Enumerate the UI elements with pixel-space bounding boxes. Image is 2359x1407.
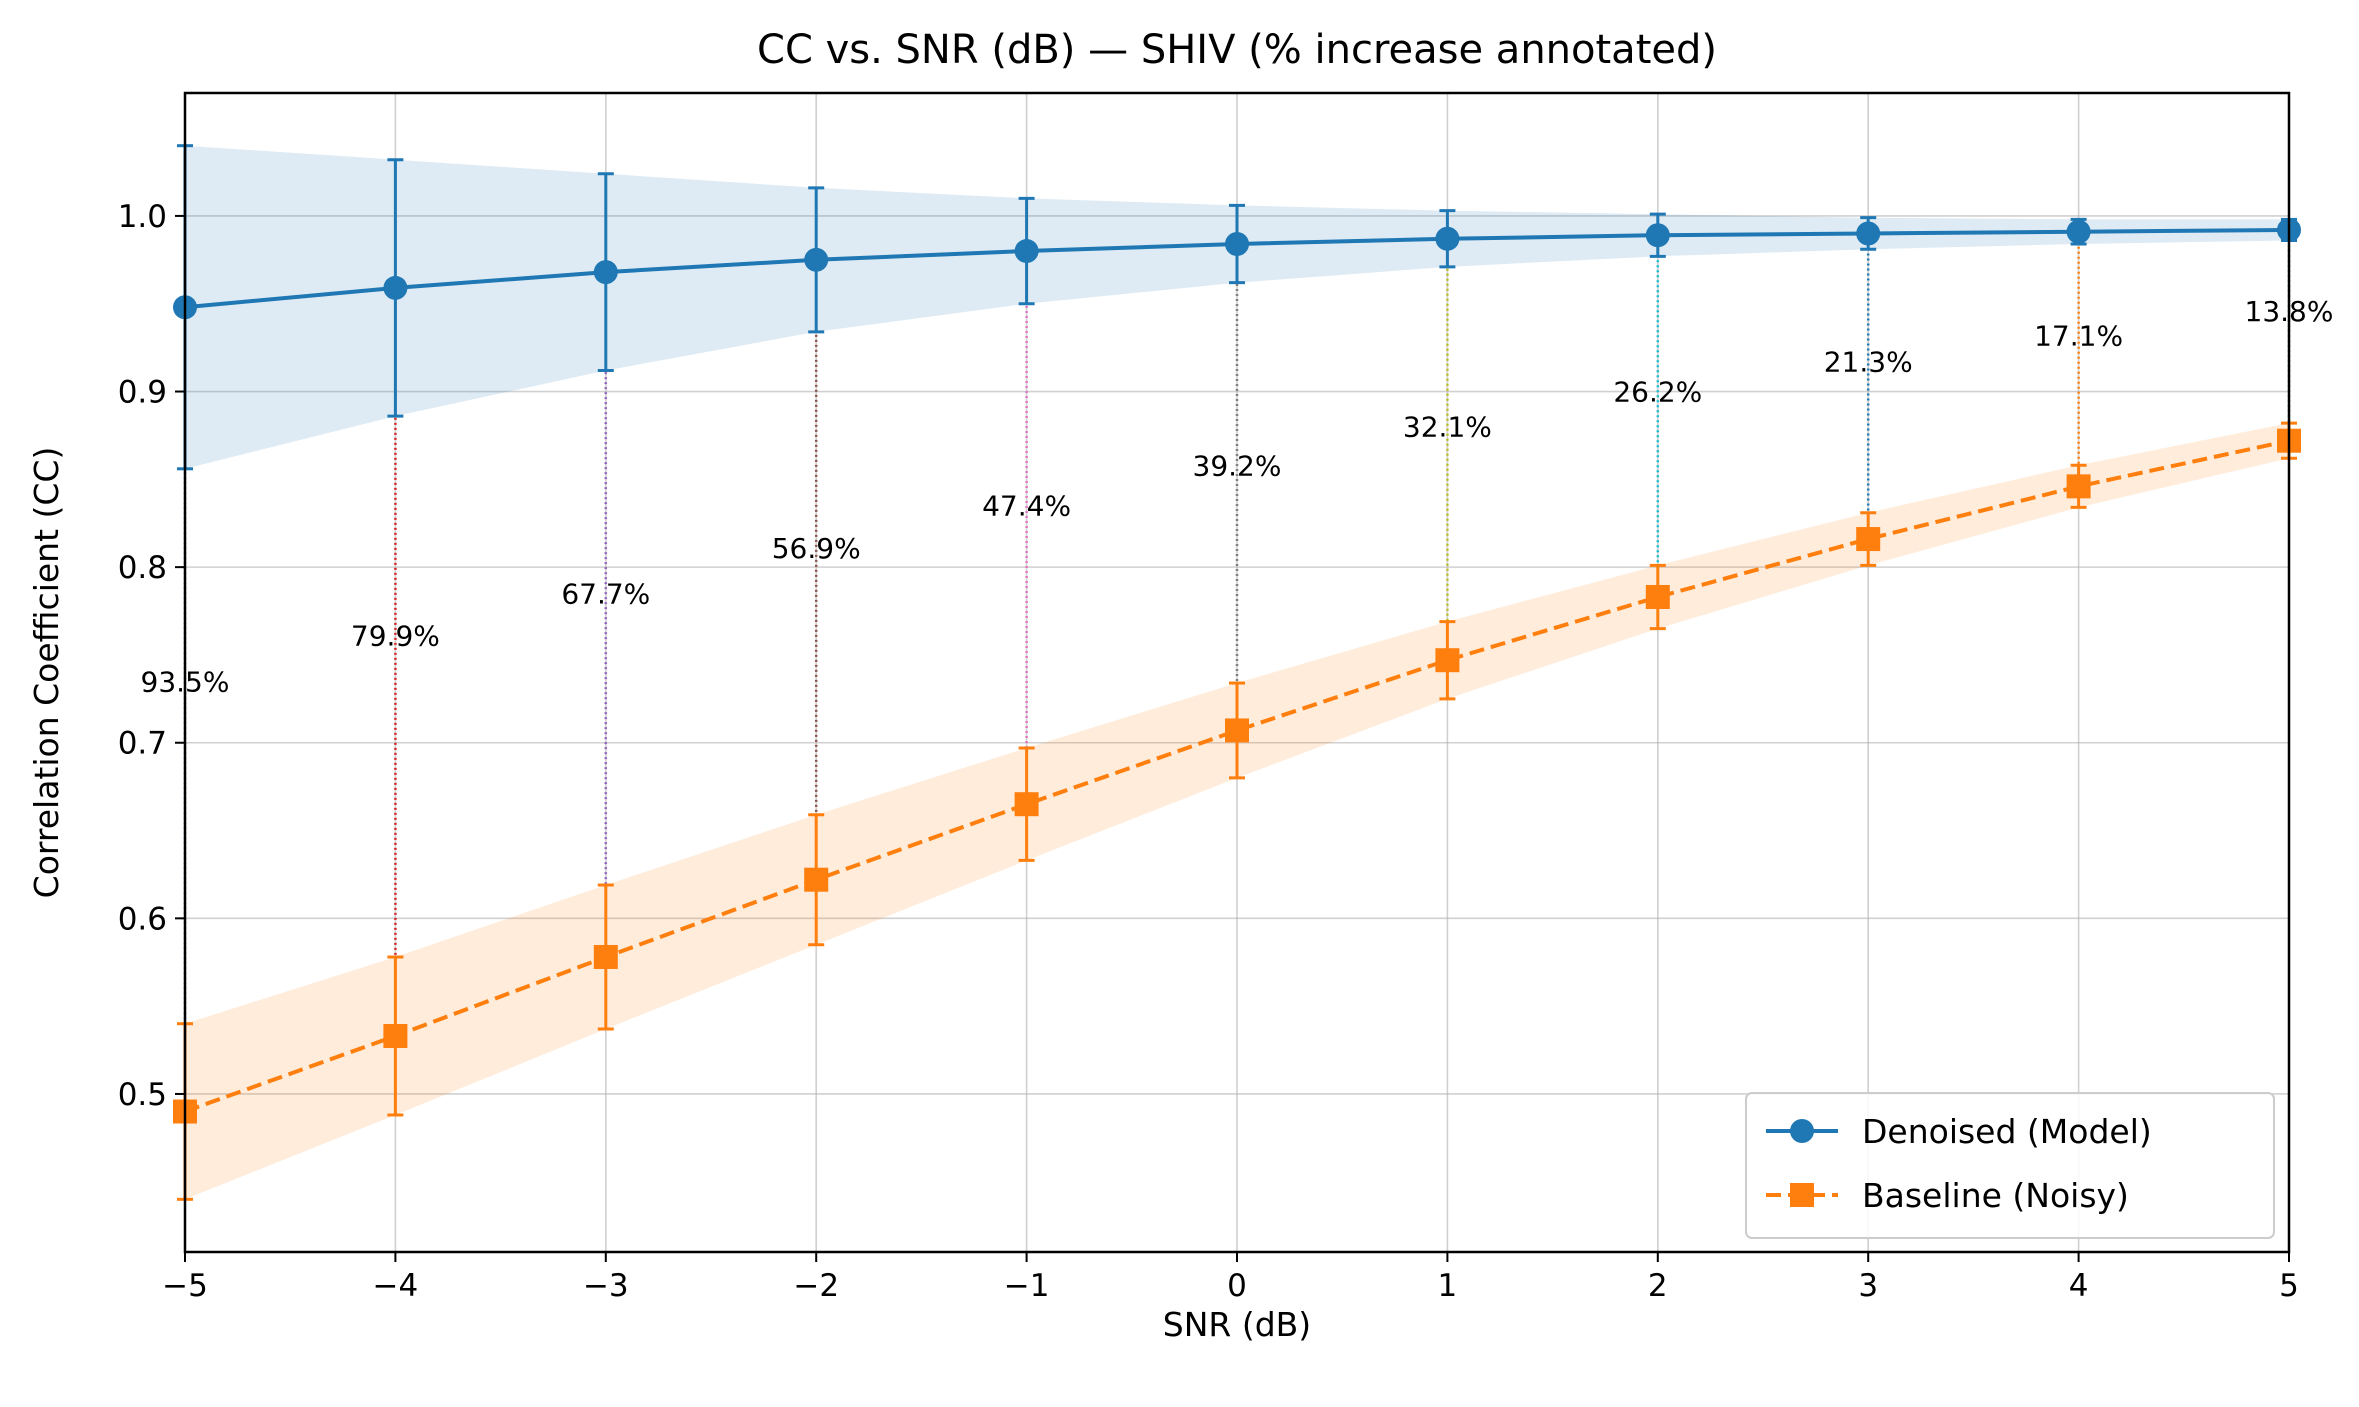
y-tick-label: 0.9 (118, 375, 167, 411)
y-tick-label: 1.0 (118, 199, 167, 235)
data-point-denoised (1645, 223, 1670, 248)
data-point-baseline (1014, 792, 1039, 817)
legend-label-denoised: Denoised (Model) (1862, 1112, 2152, 1151)
data-point-baseline (1856, 527, 1881, 552)
x-tick-label: 3 (1858, 1268, 1878, 1304)
legend-label-baseline: Baseline (Noisy) (1862, 1176, 2129, 1215)
x-tick-label: 0 (1227, 1268, 1247, 1304)
x-tick-label: 2 (1648, 1268, 1668, 1304)
x-axis-ticks: −5 −4 −3 −2 −1 0 1 2 3 4 5 (162, 1252, 2299, 1304)
annotation-label: 79.9% (351, 620, 440, 653)
data-point-baseline (2066, 474, 2091, 499)
x-tick-label: 1 (1438, 1268, 1458, 1304)
annotation-label: 17.1% (2034, 319, 2123, 352)
annotation-labels: 93.5%79.9%67.7%56.9%47.4%39.2%32.1%26.2%… (141, 295, 2334, 699)
legend: Denoised (Model) Baseline (Noisy) (1745, 1092, 2275, 1239)
y-tick-label: 0.7 (118, 726, 167, 762)
data-point-baseline (593, 944, 618, 969)
x-tick-label: −3 (583, 1268, 629, 1304)
annotation-label: 47.4% (982, 490, 1071, 523)
data-point-denoised (593, 260, 618, 285)
x-tick-label: −4 (373, 1268, 419, 1304)
data-point-baseline (1225, 718, 1249, 743)
data-point-baseline (383, 1024, 408, 1049)
data-point-denoised (1435, 226, 1460, 251)
data-point-denoised (2066, 219, 2091, 244)
data-point-denoised (804, 247, 829, 272)
y-tick-label: 0.5 (118, 1077, 167, 1113)
x-tick-label: 4 (2069, 1268, 2089, 1304)
chart-title: CC vs. SNR (dB) — SHIV (% increase annot… (757, 27, 1717, 73)
legend-marker-baseline (1790, 1183, 1814, 1207)
legend-box (1745, 1092, 2275, 1239)
data-point-denoised (1014, 239, 1039, 264)
data-point-baseline (1435, 648, 1460, 673)
series-line-baseline (184, 438, 2290, 1114)
y-axis-label: Correlation Coefficient (CC) (27, 447, 66, 899)
annotation-label: 21.3% (1824, 346, 1913, 379)
data-point-baseline (1645, 584, 1670, 609)
annotation-label: 56.9% (772, 532, 861, 565)
x-tick-label: −1 (1004, 1268, 1050, 1304)
x-tick-label: −2 (793, 1268, 839, 1304)
data-point-denoised (1856, 221, 1881, 246)
data-point-denoised (1225, 232, 1249, 257)
x-tick-label: −5 (162, 1268, 208, 1304)
annotation-label: 39.2% (1193, 449, 1282, 482)
annotation-label: 67.7% (561, 577, 650, 610)
data-point-denoised (383, 275, 408, 300)
annotation-label: 26.2% (1613, 376, 1702, 409)
legend-marker-denoised (1790, 1119, 1814, 1143)
band-denoised (185, 145, 2289, 469)
x-tick-label: 5 (2279, 1268, 2299, 1304)
data-point-baseline (804, 867, 829, 892)
y-tick-label: 0.8 (118, 550, 167, 586)
x-axis-label: SNR (dB) (1163, 1305, 1311, 1344)
y-tick-label: 0.6 (118, 901, 167, 937)
y-axis-ticks: 0.5 0.6 0.7 0.8 0.9 1.0 (118, 199, 185, 1113)
annotation-label: 32.1% (1403, 411, 1492, 444)
